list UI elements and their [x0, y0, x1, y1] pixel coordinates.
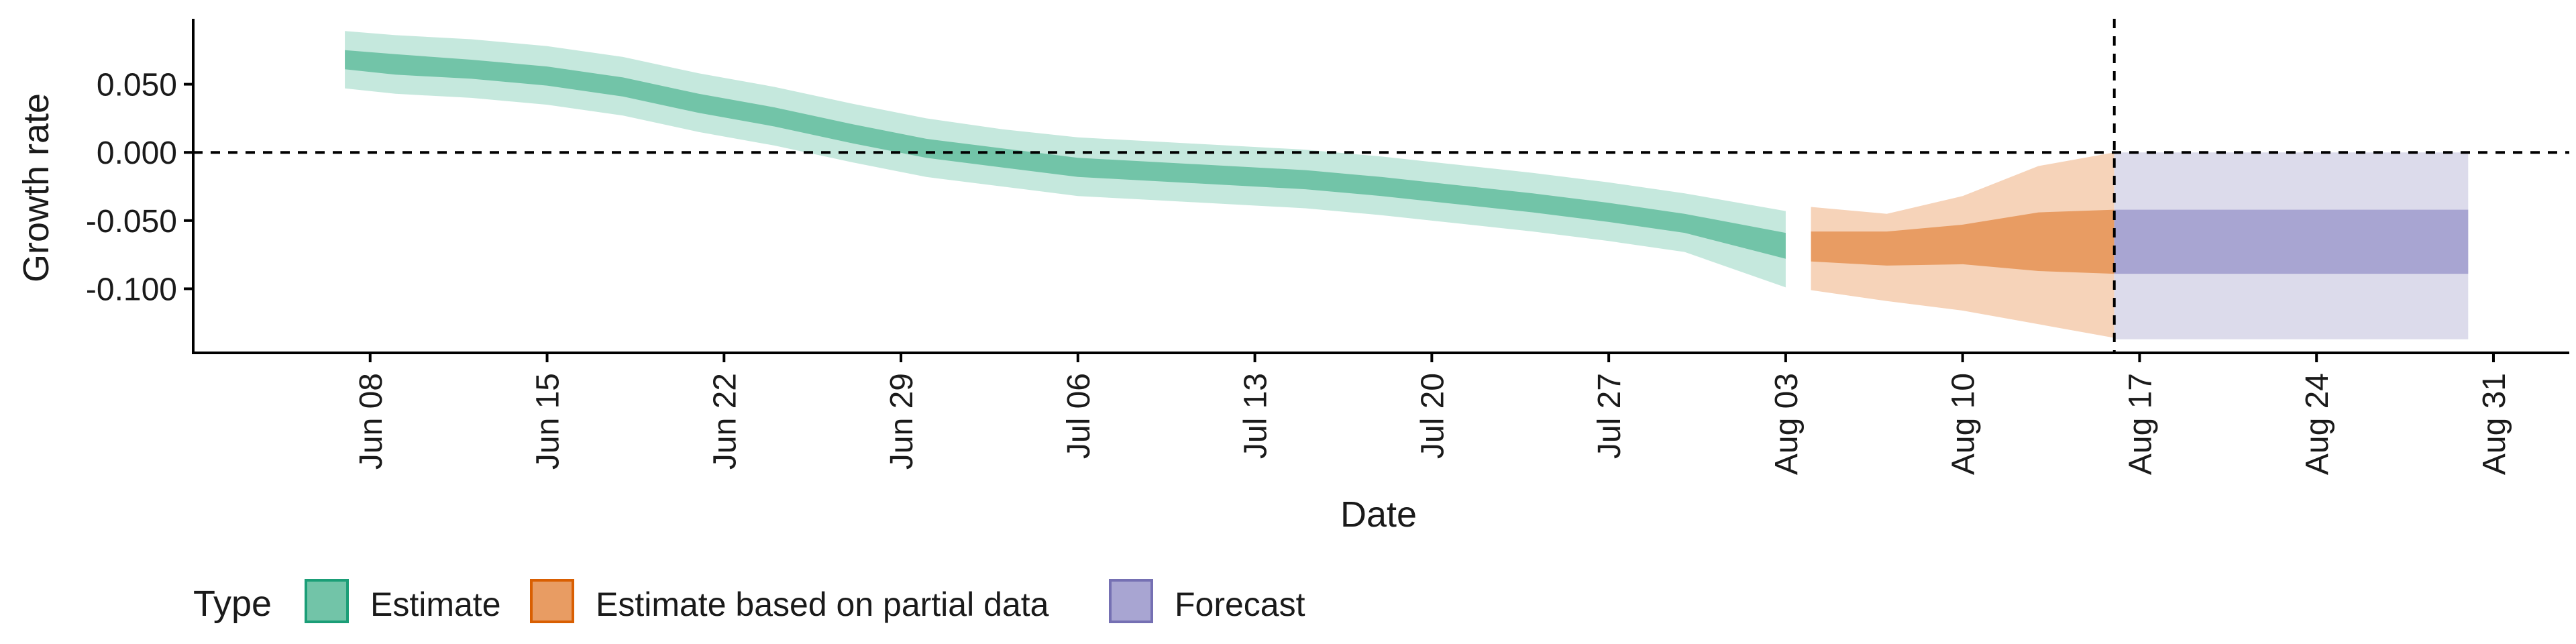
estimate-based-on-partial-data-inner-band	[1811, 209, 2114, 274]
x-tick-label: Jul 20	[1415, 373, 1450, 459]
x-tick-label: Jul 27	[1592, 373, 1627, 459]
legend-key-estimate-based-on-partial-data	[530, 579, 574, 623]
x-tick-label: Jul 13	[1238, 373, 1274, 459]
x-tick-label: Jun 15	[531, 373, 566, 470]
y-tick-label: -0.100	[86, 272, 177, 307]
y-axis-ticks: 0.050 0.000 -0.050 -0.100	[86, 68, 193, 307]
legend: Type Estimate Estimate based on partial d…	[193, 579, 1305, 624]
x-tick-label: Jun 29	[884, 373, 920, 470]
estimate-inner-band	[345, 50, 1786, 259]
x-axis-title: Date	[1340, 494, 1417, 535]
x-tick-label: Jul 06	[1061, 373, 1097, 459]
x-tick-label: Aug 10	[1946, 373, 1982, 475]
axes	[192, 19, 2569, 354]
x-tick-label: Aug 24	[2300, 373, 2335, 475]
legend-key-estimate	[305, 579, 349, 623]
legend-label-estimate: Estimate	[370, 586, 501, 623]
y-axis-title: Growth rate	[16, 93, 56, 282]
legend-key-forecast	[1109, 579, 1153, 623]
x-tick-label: Aug 03	[1769, 373, 1805, 475]
y-tick-label: -0.050	[86, 204, 177, 239]
x-tick-label: Jun 08	[354, 373, 389, 470]
y-tick-label: 0.050	[97, 68, 177, 103]
ribbons-layer	[345, 31, 2469, 339]
x-axis-ticks: Jun 08 Jun 15 Jun 22 Jun 29 Jul 06 Jul 13 Jul …	[354, 353, 2512, 475]
y-tick-label: 0.000	[97, 136, 177, 171]
forecast-inner-band	[2114, 209, 2469, 274]
x-tick-label: Aug 31	[2477, 373, 2512, 475]
legend-title: Type	[193, 584, 272, 624]
x-tick-label: Jun 22	[707, 373, 743, 470]
legend-label-estimate-based-on-partial-data: Estimate based on partial data	[596, 586, 1049, 623]
reference-lines	[193, 19, 2569, 353]
x-tick-label: Aug 17	[2123, 373, 2158, 475]
legend-label-forecast: Forecast	[1175, 586, 1305, 623]
